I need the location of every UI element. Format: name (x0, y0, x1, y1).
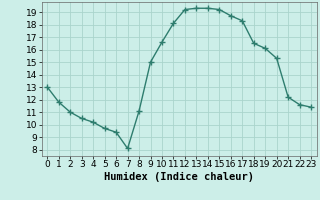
X-axis label: Humidex (Indice chaleur): Humidex (Indice chaleur) (104, 172, 254, 182)
